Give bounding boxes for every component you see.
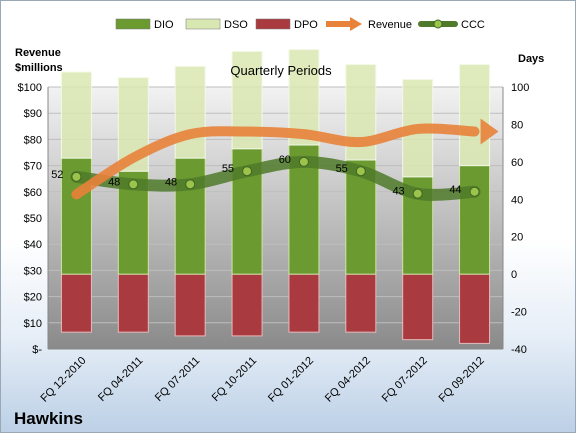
legend-label-ccc: CCC xyxy=(461,19,485,31)
bar-dio xyxy=(459,165,491,275)
x-tick-label: FQ 07-2011 xyxy=(153,355,202,404)
x-tick-label: FQ 10-2011 xyxy=(210,355,259,404)
left-tick-label: $10 xyxy=(24,318,42,330)
bar-dpo xyxy=(231,273,263,337)
ccc-data-label: 55 xyxy=(336,163,348,175)
left-tick-label: $90 xyxy=(24,108,42,120)
legend-label-revenue: Revenue xyxy=(368,19,412,31)
legend-marker-ccc xyxy=(433,19,443,29)
legend-swatch-dpo xyxy=(255,18,291,30)
left-tick-label: $20 xyxy=(24,292,42,304)
legend-label-dio: DIO xyxy=(154,19,174,31)
revenue-arrowhead xyxy=(480,118,499,145)
legend-swatch-dio xyxy=(115,18,151,30)
bar-dso xyxy=(60,71,92,159)
ccc-point xyxy=(469,186,480,197)
ccc-data-label: 44 xyxy=(449,184,461,196)
x-tick-label: FQ 09-2012 xyxy=(437,355,487,405)
ccc-point xyxy=(185,179,196,190)
ccc-data-label: 60 xyxy=(279,154,291,166)
ccc-data-label: 52 xyxy=(51,169,63,181)
x-tick-label: FQ 04-2012 xyxy=(323,355,373,405)
ccc-point xyxy=(298,156,309,167)
right-tick-label: 40 xyxy=(511,194,523,206)
legend-swatch-dso xyxy=(185,18,221,30)
legend-label-dpo: DPO xyxy=(294,19,318,31)
left-tick-label: $50 xyxy=(24,213,42,225)
bar-dpo xyxy=(288,273,320,333)
left-tick-label: $60 xyxy=(24,187,42,199)
right-axis-title: Days xyxy=(518,53,544,65)
left-tick-label: $- xyxy=(32,344,42,356)
x-tick-label: FQ 04-2011 xyxy=(96,355,145,404)
bar-dpo xyxy=(60,273,92,333)
right-tick-label: 20 xyxy=(511,232,523,244)
left-tick-label: $40 xyxy=(24,239,42,251)
company-name: Hawkins xyxy=(14,409,83,428)
right-tick-label: 0 xyxy=(511,269,517,281)
right-tick-label: 60 xyxy=(511,157,523,169)
left-axis-title-line1: Revenue xyxy=(15,47,61,59)
ccc-point xyxy=(71,171,82,182)
ccc-data-label: 48 xyxy=(108,176,120,188)
bar-dio xyxy=(174,157,206,275)
ccc-data-label: 55 xyxy=(222,163,234,175)
left-axis-title-line2: $millions xyxy=(15,62,63,74)
ccc-point xyxy=(412,188,423,199)
bar-dpo xyxy=(345,273,377,333)
bar-dpo xyxy=(402,273,434,341)
bar-dpo xyxy=(459,273,491,344)
right-tick-label: -40 xyxy=(511,344,527,356)
bar-dso xyxy=(174,65,206,159)
bar-dpo xyxy=(117,273,149,333)
right-tick-label: 100 xyxy=(511,82,529,94)
legend-label-dso: DSO xyxy=(224,19,248,31)
ccc-point xyxy=(355,166,366,177)
ccc-point xyxy=(128,179,139,190)
right-tick-label: 80 xyxy=(511,119,523,131)
chart-subtitle: Quarterly Periods xyxy=(230,63,332,78)
ccc-data-label: 43 xyxy=(392,186,404,198)
ccc-point xyxy=(242,166,253,177)
left-tick-label: $70 xyxy=(24,161,42,173)
bar-dpo xyxy=(174,273,206,337)
left-tick-label: $30 xyxy=(24,265,42,277)
left-tick-label: $100 xyxy=(18,82,42,94)
left-tick-label: $80 xyxy=(24,134,42,146)
bar-dso xyxy=(459,64,491,167)
x-tick-label: FQ 07-2012 xyxy=(380,355,430,405)
x-tick-label: FQ 12-2010 xyxy=(39,355,89,405)
revenue-line xyxy=(71,123,480,200)
legend-arrow-revenue xyxy=(350,17,362,31)
right-tick-label: -20 xyxy=(511,307,527,319)
x-tick-label: FQ 01-2012 xyxy=(266,355,316,405)
ccc-data-label: 48 xyxy=(165,176,177,188)
